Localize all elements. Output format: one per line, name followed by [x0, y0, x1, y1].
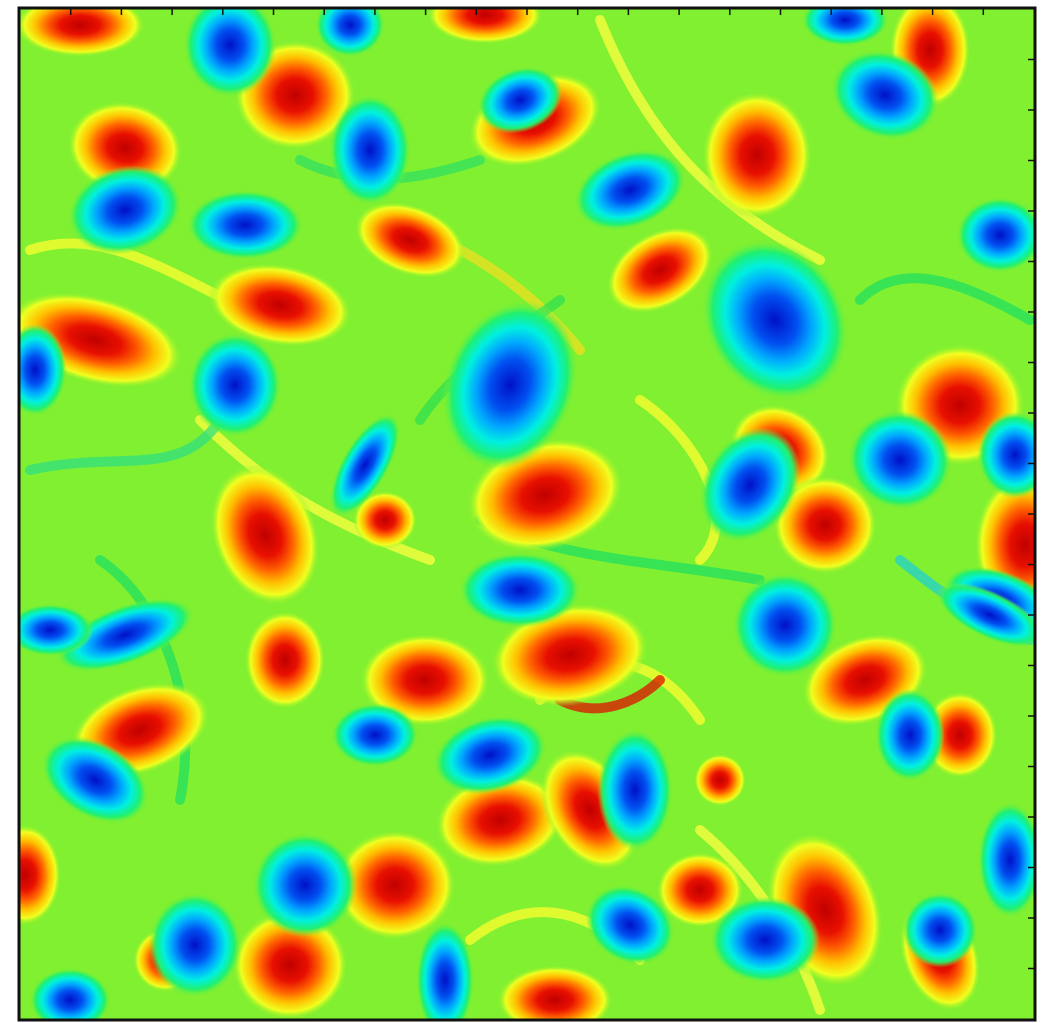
negative-vortex: [187, 190, 303, 260]
negative-vortex: [902, 892, 977, 967]
positive-vortex: [244, 611, 325, 710]
negative-vortex: [978, 802, 1042, 918]
negative-vortex: [459, 552, 581, 627]
negative-vortex: [253, 833, 357, 937]
positive-vortex: [702, 91, 812, 219]
negative-vortex: [733, 573, 837, 677]
negative-vortex: [875, 689, 945, 782]
negative-vortex: [597, 729, 672, 851]
negative-vortex: [710, 897, 820, 984]
negative-vortex: [3, 324, 67, 417]
page: (() => { const data = JSON.parse(documen…: [0, 0, 1048, 1023]
vorticity-field: [0, 0, 1048, 1023]
negative-vortex: [149, 893, 242, 997]
negative-vortex: [329, 95, 410, 205]
negative-vortex: [332, 703, 419, 767]
negative-vortex: [189, 333, 282, 437]
positive-vortex: [694, 754, 746, 806]
